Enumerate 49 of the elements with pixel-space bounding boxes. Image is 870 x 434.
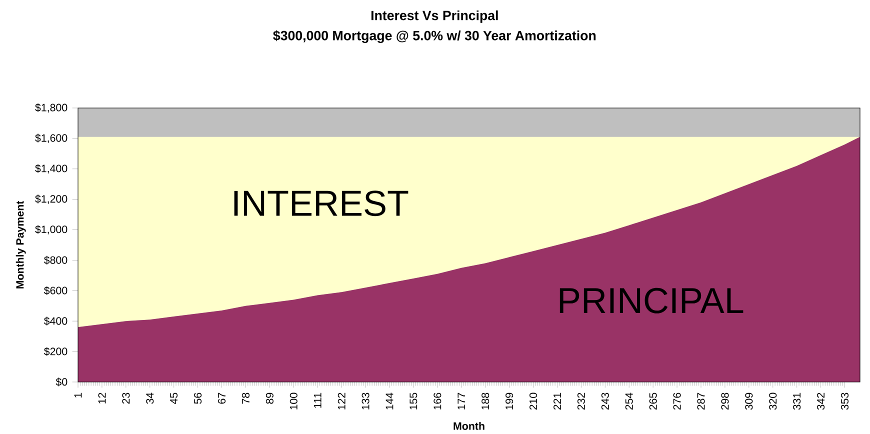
x-tick-label: 243 — [601, 392, 609, 410]
x-tick-label: 188 — [482, 392, 490, 410]
y-tick-label: $1,800 — [35, 103, 68, 113]
x-tick-label: 56 — [194, 392, 202, 404]
x-tick-label: 287 — [697, 392, 705, 410]
x-tick-label: 232 — [577, 392, 585, 410]
x-tick-label: 78 — [242, 392, 250, 404]
y-tick-label: $200 — [44, 347, 68, 356]
series-label: INTEREST — [234, 190, 408, 216]
x-tick-label: 221 — [554, 392, 561, 410]
x-tick-label: 353 — [840, 392, 849, 410]
x-tick-label: 133 — [362, 392, 370, 410]
x-tick-label: 122 — [338, 392, 346, 410]
y-tick-label: $600 — [44, 286, 68, 295]
x-tick-label: 67 — [218, 392, 226, 404]
x-tick-label: 12 — [98, 392, 106, 404]
x-tick-label: 265 — [649, 392, 657, 410]
x-tick-label: 111 — [314, 392, 322, 408]
x-tick-label: 166 — [434, 392, 442, 410]
x-tick-label: 23 — [122, 392, 130, 404]
chart-title: Interest Vs Principal — [371, 10, 498, 23]
x-tick-label: 45 — [170, 392, 178, 404]
y-tick-label: $1,600 — [35, 134, 68, 144]
y-tick-label: $0 — [56, 378, 68, 386]
x-tick-label: 342 — [817, 392, 825, 410]
x-tick-label: 144 — [386, 392, 394, 410]
x-tick-label: 199 — [506, 392, 514, 410]
x-tick-label: 276 — [673, 392, 681, 410]
x-tick-label: 254 — [625, 392, 633, 410]
chart-subtitle: $300,000 Mortgage @ 5.0% w/ 30 Year Amortization — [273, 30, 596, 44]
x-tick-label: 210 — [529, 392, 538, 410]
x-tick-label: 320 — [769, 392, 777, 410]
y-tick-label: $1,200 — [35, 194, 68, 204]
x-axis-title: Month — [454, 422, 484, 430]
x-tick-label: 34 — [146, 392, 154, 404]
y-tick-label: $1,000 — [35, 225, 68, 234]
y-tick-label: $400 — [44, 316, 68, 326]
x-tick-label: 155 — [410, 392, 418, 410]
x-tick-label: 331 — [793, 392, 801, 410]
x-tick-label: 89 — [266, 392, 274, 404]
y-axis-title: Monthly Payment — [16, 200, 26, 288]
x-tick-label: 298 — [721, 392, 729, 410]
series-label: PRINCIPAL — [560, 288, 744, 314]
x-tick-label: 100 — [290, 392, 298, 410]
x-tick-label: 1 — [74, 392, 82, 398]
x-tick-label: 309 — [745, 392, 753, 410]
x-tick-label: 177 — [458, 392, 466, 410]
y-tick-label: $800 — [44, 256, 68, 265]
y-tick-label: $1,400 — [35, 164, 68, 174]
